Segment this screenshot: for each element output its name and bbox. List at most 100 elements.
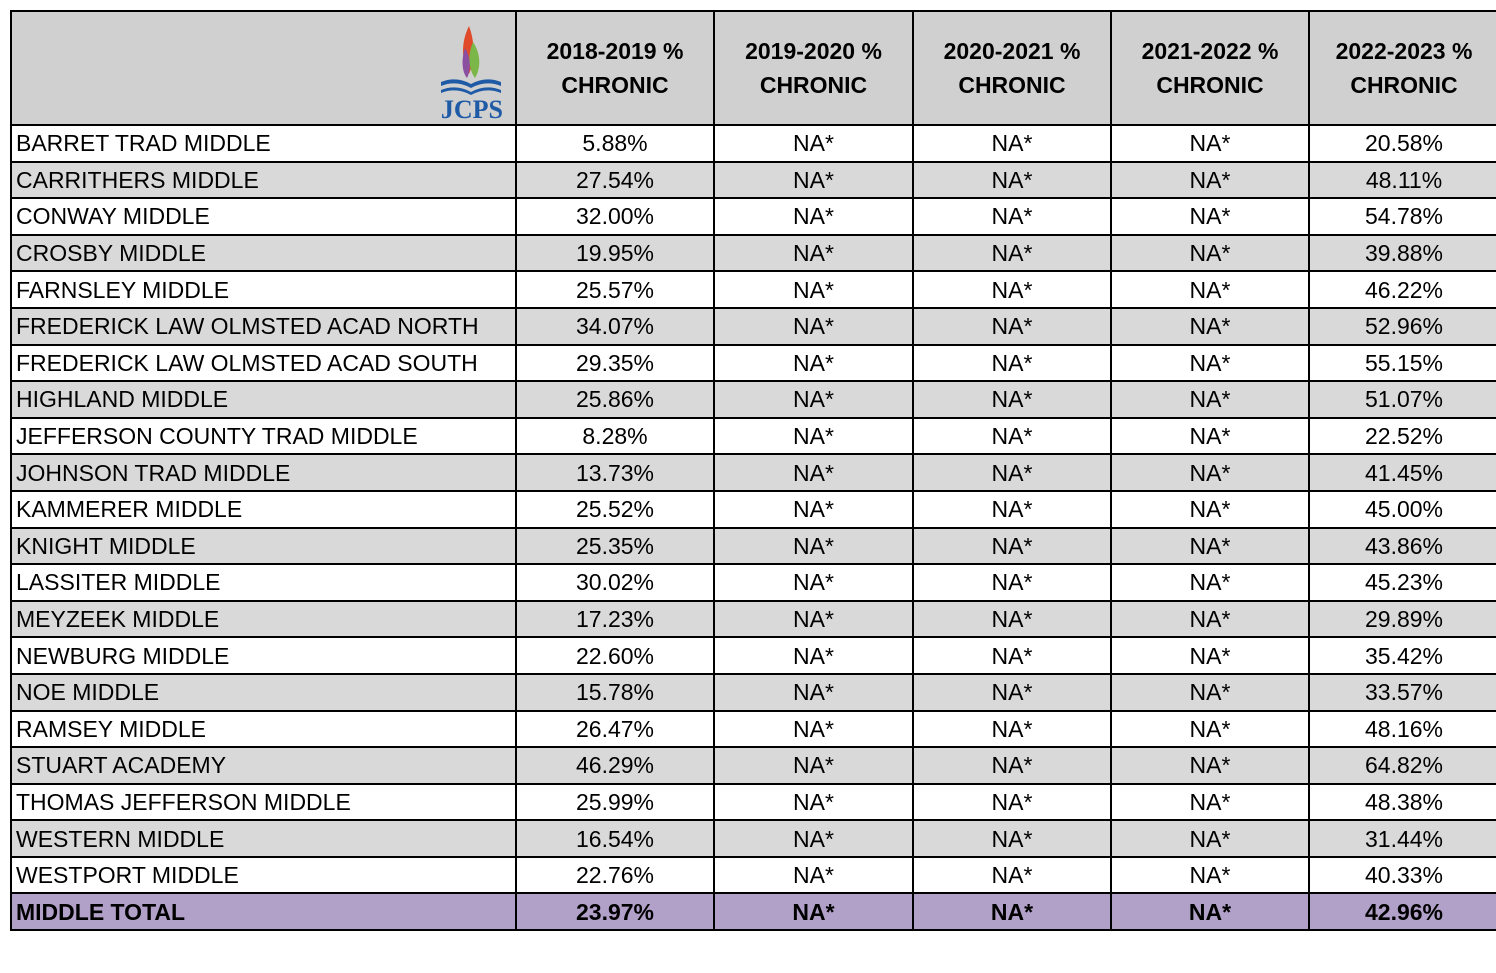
logo-cell: JCPS — [10, 10, 517, 126]
percent-cell: NA* — [713, 526, 914, 566]
percent-cell: 48.11% — [1308, 160, 1496, 200]
percent-cell: NA* — [912, 782, 1112, 822]
percent-cell: NA* — [1110, 563, 1310, 602]
percent-cell: NA* — [1110, 636, 1310, 675]
percent-cell: 52.96% — [1308, 306, 1496, 346]
total-row: MIDDLE TOTAL 23.97% NA* NA* NA* 42.96% — [10, 892, 1496, 932]
column-header: 2020-2021 % CHRONIC — [912, 10, 1112, 126]
data-row: BARRET TRAD MIDDLE 5.88% NA* NA* NA* 20.58% — [10, 124, 1496, 163]
school-name: RAMSEY MIDDLE — [10, 709, 517, 749]
school-name: WESTERN MIDDLE — [10, 819, 517, 858]
percent-cell: NA* — [912, 563, 1112, 602]
percent-cell: NA* — [1110, 709, 1310, 749]
percent-cell: NA* — [1110, 416, 1310, 456]
percent-cell: 17.23% — [515, 599, 715, 639]
percent-cell: 45.23% — [1308, 563, 1496, 602]
header-line: 2021-2022 % — [1141, 38, 1279, 64]
school-name: LASSITER MIDDLE — [10, 563, 517, 602]
school-name: BARRET TRAD MIDDLE — [10, 124, 517, 163]
percent-cell: NA* — [713, 380, 914, 419]
percent-cell: 16.54% — [515, 819, 715, 858]
data-row: CARRITHERS MIDDLE 27.54% NA* NA* NA* 48.11% — [10, 160, 1496, 200]
percent-cell: NA* — [912, 306, 1112, 346]
percent-cell: NA* — [912, 636, 1112, 675]
logo-flame — [462, 48, 470, 78]
percent-cell: 27.54% — [515, 160, 715, 200]
percent-cell: NA* — [912, 197, 1112, 236]
percent-cell: NA* — [1110, 306, 1310, 346]
percent-cell: 40.33% — [1308, 855, 1496, 895]
percent-cell: NA* — [713, 672, 914, 712]
data-row: JEFFERSON COUNTY TRAD MIDDLE 8.28% NA* NA* N… — [10, 416, 1496, 456]
data-row: STUART ACADEMY 46.29% NA* NA* NA* 64.82% — [10, 746, 1496, 785]
percent-cell: NA* — [912, 453, 1112, 492]
logo-book — [441, 87, 501, 95]
column-header: 2019-2020 % CHRONIC — [713, 10, 914, 126]
school-name: FREDERICK LAW OLMSTED ACAD NORTH — [10, 306, 517, 346]
percent-cell: 20.58% — [1308, 124, 1496, 163]
data-row: KAMMERER MIDDLE 25.52% NA* NA* NA* 45.00% — [10, 489, 1496, 529]
percent-cell: NA* — [912, 672, 1112, 712]
percent-cell: 22.52% — [1308, 416, 1496, 456]
percent-cell: 25.35% — [515, 526, 715, 566]
percent-cell: 25.86% — [515, 380, 715, 419]
school-name: THOMAS JEFFERSON MIDDLE — [10, 782, 517, 822]
column-header: 2021-2022 % CHRONIC — [1110, 10, 1310, 126]
percent-cell: NA* — [912, 709, 1112, 749]
data-row: NEWBURG MIDDLE 22.60% NA* NA* NA* 35.42% — [10, 636, 1496, 675]
data-row: MEYZEEK MIDDLE 17.23% NA* NA* NA* 29.89% — [10, 599, 1496, 639]
school-name: CROSBY MIDDLE — [10, 233, 517, 273]
percent-cell: NA* — [713, 489, 914, 529]
data-row: NOE MIDDLE 15.78% NA* NA* NA* 33.57% — [10, 672, 1496, 712]
percent-cell: NA* — [713, 892, 914, 932]
percent-cell: 25.99% — [515, 782, 715, 822]
school-name: STUART ACADEMY — [10, 746, 517, 785]
attendance-table: JCPS 2018-2019 % CHRONIC 2019-2020 % CHRONI… — [10, 10, 1496, 932]
percent-cell: NA* — [1110, 819, 1310, 858]
percent-cell: 46.29% — [515, 746, 715, 785]
percent-cell: NA* — [713, 636, 914, 675]
percent-cell: 31.44% — [1308, 819, 1496, 858]
school-name: JOHNSON TRAD MIDDLE — [10, 453, 517, 492]
percent-cell: 46.22% — [1308, 270, 1496, 309]
percent-cell: NA* — [1110, 892, 1310, 932]
percent-cell: NA* — [713, 782, 914, 822]
data-row: JOHNSON TRAD MIDDLE 13.73% NA* NA* NA* 41.45% — [10, 453, 1496, 492]
percent-cell: 13.73% — [515, 453, 715, 492]
percent-cell: NA* — [713, 124, 914, 163]
school-name: FREDERICK LAW OLMSTED ACAD SOUTH — [10, 343, 517, 383]
percent-cell: NA* — [1110, 197, 1310, 236]
percent-cell: 33.57% — [1308, 672, 1496, 712]
percent-cell: NA* — [912, 599, 1112, 639]
percent-cell: NA* — [713, 819, 914, 858]
percent-cell: 25.57% — [515, 270, 715, 309]
percent-cell: NA* — [1110, 489, 1310, 529]
header-line: CHRONIC — [1350, 72, 1458, 98]
header-row: JCPS 2018-2019 % CHRONIC 2019-2020 % CHRONI… — [10, 10, 1496, 126]
school-name: KAMMERER MIDDLE — [10, 489, 517, 529]
percent-cell: 22.60% — [515, 636, 715, 675]
percent-cell: 35.42% — [1308, 636, 1496, 675]
percent-cell: NA* — [1110, 599, 1310, 639]
header-line: CHRONIC — [759, 72, 868, 98]
school-name: WESTPORT MIDDLE — [10, 855, 517, 895]
percent-cell: NA* — [713, 343, 914, 383]
percent-cell: NA* — [713, 709, 914, 749]
percent-cell: NA* — [1110, 124, 1310, 163]
percent-cell: NA* — [912, 855, 1112, 895]
percent-cell: NA* — [912, 233, 1112, 273]
percent-cell: NA* — [713, 563, 914, 602]
percent-cell: 26.47% — [515, 709, 715, 749]
percent-cell: NA* — [912, 124, 1112, 163]
percent-cell: 39.88% — [1308, 233, 1496, 273]
percent-cell: 29.35% — [515, 343, 715, 383]
percent-cell: NA* — [713, 599, 914, 639]
data-row: LASSITER MIDDLE 30.02% NA* NA* NA* 45.23% — [10, 563, 1496, 602]
percent-cell: NA* — [713, 746, 914, 785]
percent-cell: 34.07% — [515, 306, 715, 346]
school-name: NOE MIDDLE — [10, 672, 517, 712]
percent-cell: 29.89% — [1308, 599, 1496, 639]
school-name: HIGHLAND MIDDLE — [10, 380, 517, 419]
percent-cell: NA* — [1110, 380, 1310, 419]
percent-cell: 30.02% — [515, 563, 715, 602]
